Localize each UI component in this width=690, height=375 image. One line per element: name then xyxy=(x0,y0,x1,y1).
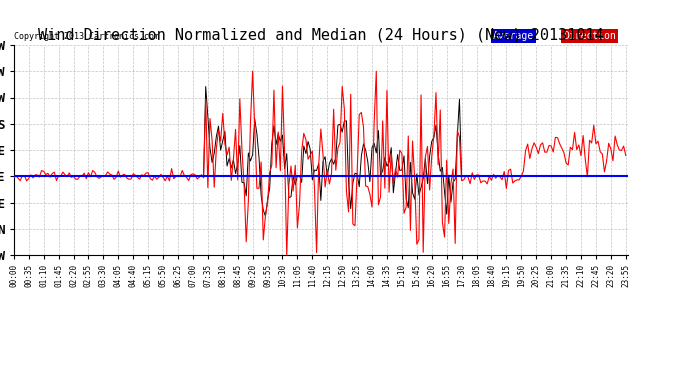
Text: Copyright 2013 Cartronics.com: Copyright 2013 Cartronics.com xyxy=(14,32,159,41)
Text: Average: Average xyxy=(493,31,534,41)
Text: Direction: Direction xyxy=(564,31,616,41)
Title: Wind Direction Normalized and Median (24 Hours) (New) 20131014: Wind Direction Normalized and Median (24… xyxy=(38,27,604,42)
